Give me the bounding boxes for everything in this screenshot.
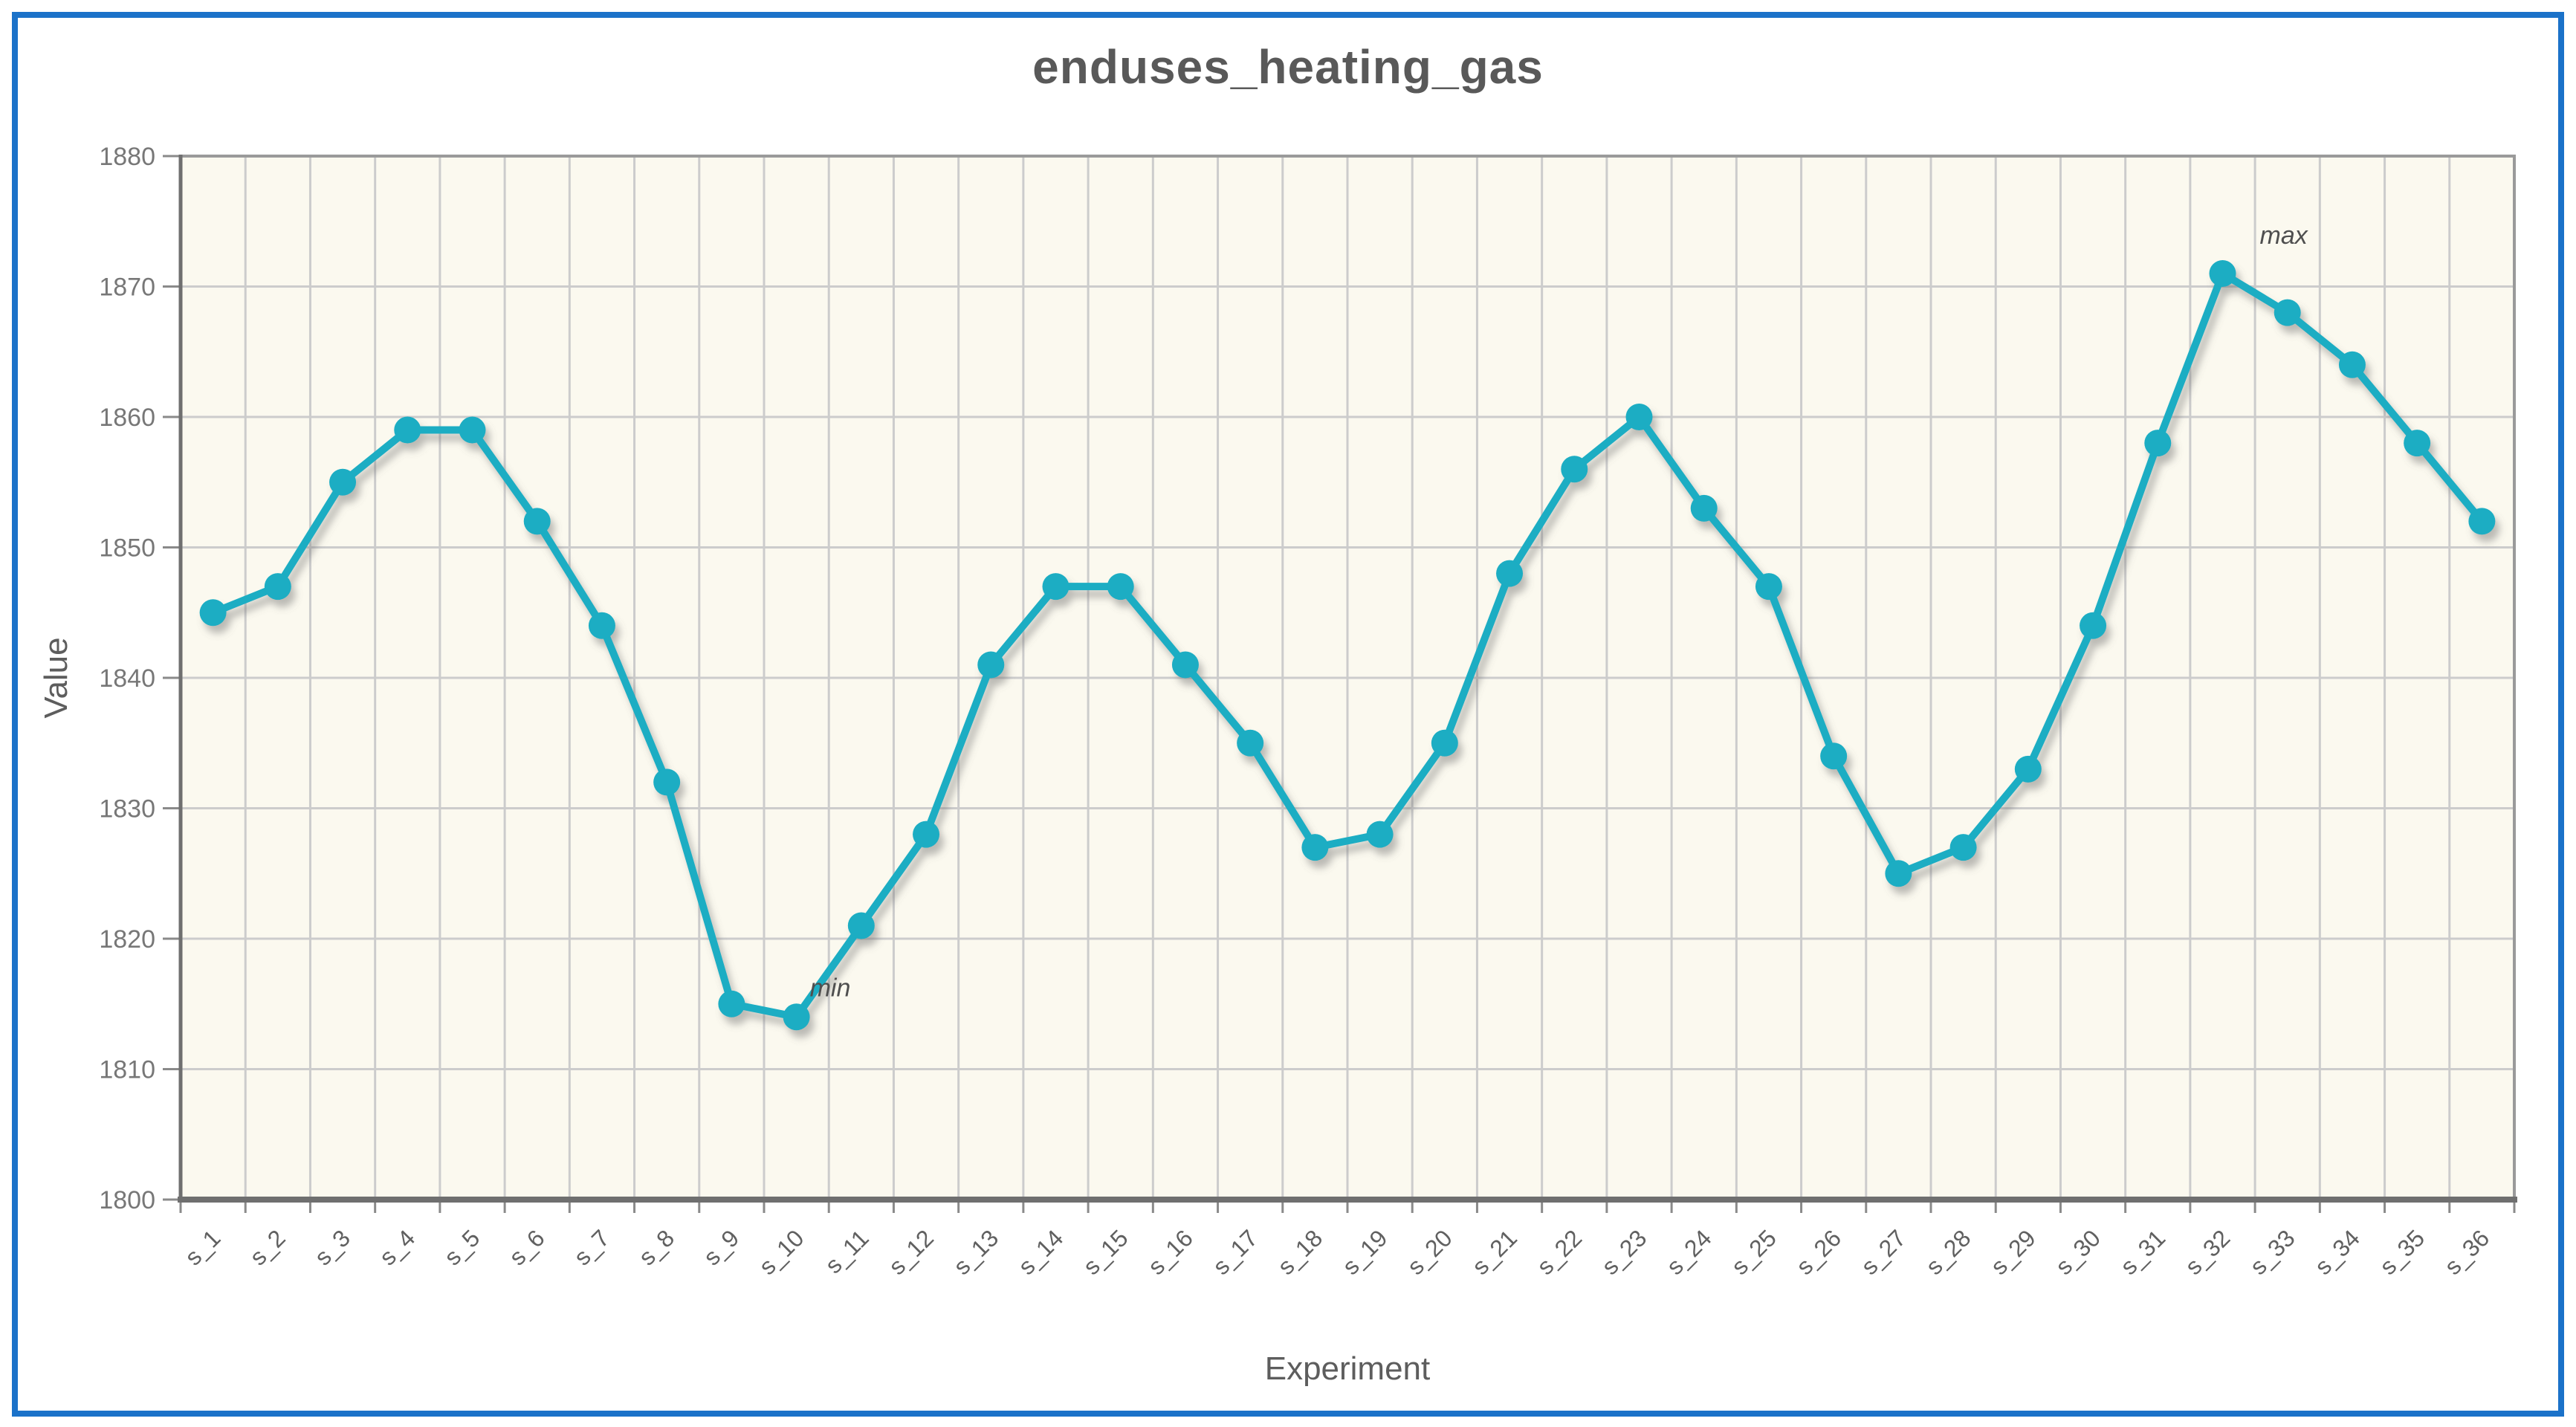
x-tick-label: s_15: [1078, 1224, 1133, 1280]
data-point: [1237, 729, 1264, 757]
data-point: [1949, 834, 1977, 861]
data-point: [653, 768, 681, 796]
x-tick-label: s_26: [1791, 1224, 1847, 1280]
data-point: [523, 508, 551, 535]
x-axis-title: Experiment: [1265, 1350, 1431, 1387]
x-tick-label: s_21: [1466, 1224, 1522, 1280]
y-tick-label: 1850: [99, 534, 155, 563]
data-point: [2144, 430, 2172, 457]
data-point: [1107, 573, 1134, 601]
x-tick-label: s_33: [2245, 1224, 2300, 1280]
x-tick-label: s_5: [439, 1224, 485, 1270]
data-point: [264, 573, 291, 601]
x-tick-label: s_6: [504, 1224, 550, 1270]
x-tick-label: s_24: [1661, 1224, 1717, 1280]
x-tick-label: s_16: [1142, 1224, 1198, 1280]
data-point: [2080, 612, 2107, 639]
x-tick-label: s_32: [2180, 1224, 2236, 1280]
series-line: [211, 269, 2485, 1021]
x-tick-label: s_14: [1013, 1224, 1069, 1280]
data-point: [1431, 729, 1458, 757]
data-point: [1171, 651, 1199, 679]
x-tick-label: s_12: [883, 1224, 939, 1280]
x-tick-label: s_3: [309, 1224, 355, 1270]
y-tick-label: 1830: [99, 795, 155, 823]
data-point: [1755, 573, 1782, 601]
x-tick-label: s_35: [2375, 1224, 2430, 1280]
data-point: [1561, 456, 1588, 483]
y-tick-label: 1880: [99, 143, 155, 171]
y-tick-label: 1800: [99, 1186, 155, 1214]
x-tick-label: s_31: [2115, 1224, 2171, 1280]
data-point: [1366, 821, 1394, 848]
x-tick-label: s_11: [820, 1224, 874, 1278]
y-tick-label: 1860: [99, 404, 155, 432]
data-point: [1301, 834, 1329, 861]
min-annotation: min: [810, 974, 851, 1002]
x-tick-label: s_2: [245, 1224, 291, 1270]
y-tick-label: 1870: [99, 274, 155, 302]
x-tick-label: s_17: [1208, 1224, 1263, 1280]
data-point: [2209, 259, 2236, 287]
data-point: [394, 416, 421, 444]
data-point: [913, 821, 940, 848]
x-tick-label: s_18: [1272, 1224, 1328, 1280]
x-tick-label: s_13: [948, 1224, 1004, 1280]
x-tick-label: s_9: [698, 1224, 744, 1270]
data-point: [329, 468, 357, 496]
x-tick-label: s_19: [1337, 1224, 1393, 1280]
y-tick-label: 1820: [99, 925, 155, 954]
x-tick-label: s_29: [1985, 1224, 2041, 1280]
data-point: [459, 416, 486, 444]
data-point: [847, 912, 875, 939]
y-tick-label: 1840: [99, 664, 155, 693]
x-tick-label: s_4: [374, 1224, 420, 1270]
data-point: [1690, 494, 1718, 522]
x-tick-label: s_25: [1726, 1224, 1781, 1280]
data-point: [1042, 573, 1069, 601]
x-tick-label: s_36: [2439, 1224, 2495, 1280]
x-tick-label: s_23: [1596, 1224, 1652, 1280]
max-annotation: max: [2260, 221, 2308, 250]
data-point: [1820, 742, 1848, 770]
data-point: [718, 990, 745, 1017]
data-point: [1496, 560, 1524, 587]
x-tick-label: s_20: [1402, 1224, 1457, 1280]
x-tick-label: s_22: [1532, 1224, 1588, 1280]
x-tick-label: s_7: [569, 1224, 615, 1270]
plot-area: 1800 1810 1820 1830 1840 1850 1860 1870 1880 s_1 s…: [99, 143, 2517, 1280]
data-point: [2274, 299, 2301, 326]
data-series: [199, 259, 2496, 1031]
chart-title: enduses_heating_gas: [1032, 40, 1544, 94]
data-point: [199, 599, 227, 627]
x-tick-label: s_10: [754, 1224, 809, 1280]
data-point: [1625, 404, 1653, 430]
data-point: [783, 1003, 810, 1031]
data-point: [2404, 430, 2431, 457]
x-tick-label: s_8: [633, 1224, 679, 1270]
x-tick-label: s_30: [2050, 1224, 2106, 1280]
y-axis-title: Value: [38, 637, 74, 718]
x-tick-label: s_27: [1856, 1224, 1912, 1280]
y-tick-label: 1810: [99, 1056, 155, 1084]
x-tick-label: s_1: [180, 1224, 226, 1270]
data-point: [1885, 860, 1912, 887]
x-tick-label: s_28: [1920, 1224, 1976, 1280]
data-point: [588, 612, 615, 639]
data-point: [2338, 351, 2366, 378]
data-point: [977, 651, 1005, 679]
data-point: [2014, 755, 2042, 783]
data-point: [2468, 508, 2496, 535]
x-tick-label: s_34: [2309, 1224, 2365, 1280]
